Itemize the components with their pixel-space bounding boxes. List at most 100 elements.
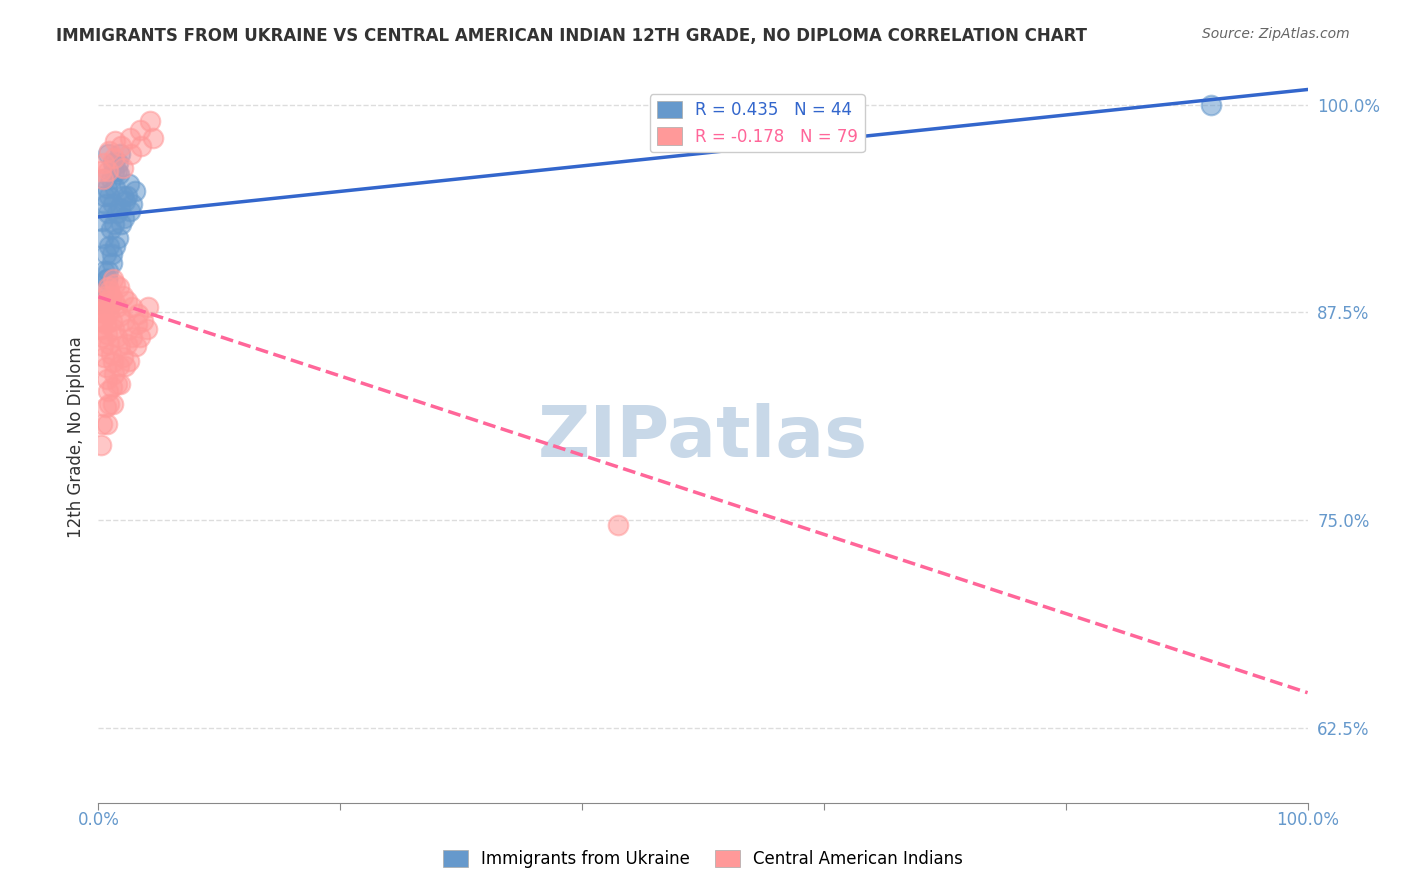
Point xyxy=(110,139,132,153)
Point xyxy=(100,314,122,328)
Point xyxy=(91,293,114,308)
Point xyxy=(100,222,122,236)
Point xyxy=(111,289,134,303)
Point xyxy=(100,172,122,186)
Point xyxy=(91,230,114,244)
Text: Source: ZipAtlas.com: Source: ZipAtlas.com xyxy=(1202,27,1350,41)
Point xyxy=(114,359,136,373)
Point xyxy=(90,305,112,319)
Point xyxy=(97,205,120,219)
Point xyxy=(104,239,127,253)
Point xyxy=(97,164,120,178)
Point xyxy=(121,301,143,315)
Point xyxy=(108,168,131,182)
Point xyxy=(103,293,125,308)
Point xyxy=(96,293,118,308)
Point xyxy=(103,367,125,381)
Point xyxy=(100,289,122,303)
Point xyxy=(94,400,117,414)
Point xyxy=(107,156,129,170)
Point xyxy=(136,301,159,315)
Point xyxy=(98,397,121,411)
Point xyxy=(107,230,129,244)
Point xyxy=(132,314,155,328)
Point xyxy=(93,264,115,278)
Point xyxy=(90,322,112,336)
Point xyxy=(93,172,115,186)
Point xyxy=(93,305,115,319)
Point xyxy=(94,197,117,211)
Point xyxy=(111,189,134,203)
Point xyxy=(110,217,132,231)
Point xyxy=(607,518,630,533)
Point xyxy=(105,301,128,315)
Point xyxy=(97,147,120,161)
Point xyxy=(98,337,121,351)
Point xyxy=(100,347,122,361)
Point xyxy=(105,164,128,178)
Point xyxy=(112,314,135,328)
Legend: Immigrants from Ukraine, Central American Indians: Immigrants from Ukraine, Central America… xyxy=(436,843,970,875)
Point xyxy=(91,417,114,431)
Point xyxy=(94,289,117,303)
Point xyxy=(108,376,131,391)
Point xyxy=(108,147,131,161)
Point xyxy=(103,322,125,336)
Point xyxy=(118,204,141,219)
Point xyxy=(103,217,125,231)
Point xyxy=(91,214,114,228)
Point xyxy=(108,309,131,323)
Point xyxy=(1199,97,1222,112)
Point xyxy=(127,317,149,331)
Point xyxy=(94,247,117,261)
Point xyxy=(96,272,118,286)
Point xyxy=(91,172,114,186)
Point xyxy=(100,297,122,311)
Point xyxy=(117,293,139,308)
Point xyxy=(91,314,114,328)
Point xyxy=(94,360,117,375)
Point xyxy=(103,164,125,178)
Point xyxy=(91,284,114,298)
Point xyxy=(97,384,120,398)
Point xyxy=(142,131,165,145)
Text: 100.0%: 100.0% xyxy=(1277,811,1339,829)
Point xyxy=(108,338,131,352)
Point xyxy=(101,272,124,286)
Point xyxy=(108,201,131,215)
Point xyxy=(101,156,124,170)
Point xyxy=(103,151,125,165)
Y-axis label: 12th Grade, No Diploma: 12th Grade, No Diploma xyxy=(66,336,84,538)
Point xyxy=(101,197,124,211)
Point xyxy=(91,314,114,328)
Point xyxy=(128,122,150,136)
Point xyxy=(96,180,118,194)
Point xyxy=(120,147,142,161)
Point xyxy=(118,322,141,336)
Point xyxy=(104,277,127,292)
Point xyxy=(91,338,114,352)
Point xyxy=(98,189,121,203)
Text: ZIPatlas: ZIPatlas xyxy=(538,402,868,472)
Point xyxy=(111,351,134,365)
Point xyxy=(91,297,114,311)
Text: IMMIGRANTS FROM UKRAINE VS CENTRAL AMERICAN INDIAN 12TH GRADE, NO DIPLOMA CORREL: IMMIGRANTS FROM UKRAINE VS CENTRAL AMERI… xyxy=(56,27,1087,45)
Point xyxy=(98,284,121,298)
Point xyxy=(96,272,118,286)
Point xyxy=(105,205,128,219)
Point xyxy=(93,351,115,365)
Point xyxy=(121,330,143,344)
Point xyxy=(90,164,112,178)
Point xyxy=(117,337,139,351)
Point xyxy=(105,376,128,391)
Legend: R = 0.435   N = 44, R = -0.178   N = 79: R = 0.435 N = 44, R = -0.178 N = 79 xyxy=(650,95,865,153)
Point xyxy=(104,134,127,148)
Point xyxy=(139,114,162,128)
Point xyxy=(111,161,134,175)
Point xyxy=(105,330,128,344)
Point xyxy=(118,131,141,145)
Point xyxy=(104,180,127,194)
Point xyxy=(96,326,118,341)
Point xyxy=(118,353,141,368)
Point xyxy=(121,197,143,211)
